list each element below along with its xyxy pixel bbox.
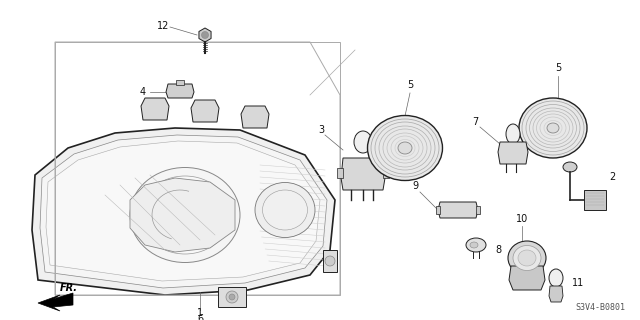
Ellipse shape xyxy=(513,245,541,270)
Ellipse shape xyxy=(519,98,587,158)
Ellipse shape xyxy=(354,131,372,153)
Ellipse shape xyxy=(367,116,442,180)
Ellipse shape xyxy=(151,186,219,244)
Ellipse shape xyxy=(518,250,536,266)
Polygon shape xyxy=(46,141,320,281)
Polygon shape xyxy=(141,98,169,120)
Polygon shape xyxy=(438,202,478,218)
Polygon shape xyxy=(498,142,528,164)
Ellipse shape xyxy=(466,238,486,252)
Polygon shape xyxy=(38,293,73,311)
Polygon shape xyxy=(40,135,327,288)
Text: 9: 9 xyxy=(412,181,418,191)
Bar xyxy=(218,287,246,307)
Bar xyxy=(55,42,340,295)
Polygon shape xyxy=(241,106,269,128)
Bar xyxy=(383,168,389,178)
Ellipse shape xyxy=(506,124,520,144)
Polygon shape xyxy=(549,286,563,302)
Text: 4: 4 xyxy=(140,87,146,97)
Ellipse shape xyxy=(508,241,546,275)
Polygon shape xyxy=(166,84,194,98)
Ellipse shape xyxy=(262,190,307,230)
Polygon shape xyxy=(191,100,219,122)
Bar xyxy=(337,168,343,178)
Text: 2: 2 xyxy=(609,172,615,182)
Text: 7: 7 xyxy=(472,117,478,127)
Bar xyxy=(476,206,480,214)
Polygon shape xyxy=(130,178,235,252)
Polygon shape xyxy=(32,128,335,295)
Ellipse shape xyxy=(140,176,230,254)
Text: 12: 12 xyxy=(157,21,169,31)
Bar xyxy=(176,80,184,85)
Text: 11: 11 xyxy=(572,278,584,288)
Text: 10: 10 xyxy=(516,214,528,224)
Ellipse shape xyxy=(398,142,412,154)
Text: FR.: FR. xyxy=(60,283,78,293)
Ellipse shape xyxy=(547,123,559,133)
Polygon shape xyxy=(341,158,385,190)
Polygon shape xyxy=(509,266,545,290)
Ellipse shape xyxy=(549,269,563,287)
Circle shape xyxy=(226,291,238,303)
Ellipse shape xyxy=(255,182,315,237)
Text: 6: 6 xyxy=(197,314,203,320)
Text: 3: 3 xyxy=(318,125,324,135)
Bar xyxy=(323,250,337,272)
Text: 8: 8 xyxy=(495,245,501,255)
Circle shape xyxy=(325,256,335,266)
Polygon shape xyxy=(199,28,211,42)
Text: 1: 1 xyxy=(197,308,203,318)
Bar xyxy=(584,190,606,210)
Ellipse shape xyxy=(470,242,478,248)
Text: 5: 5 xyxy=(407,80,413,90)
Text: 5: 5 xyxy=(555,63,561,73)
Circle shape xyxy=(229,294,235,300)
Bar xyxy=(436,206,440,214)
Text: S3V4-B0801: S3V4-B0801 xyxy=(575,303,625,312)
Ellipse shape xyxy=(563,162,577,172)
Circle shape xyxy=(202,31,209,38)
Ellipse shape xyxy=(130,167,240,262)
